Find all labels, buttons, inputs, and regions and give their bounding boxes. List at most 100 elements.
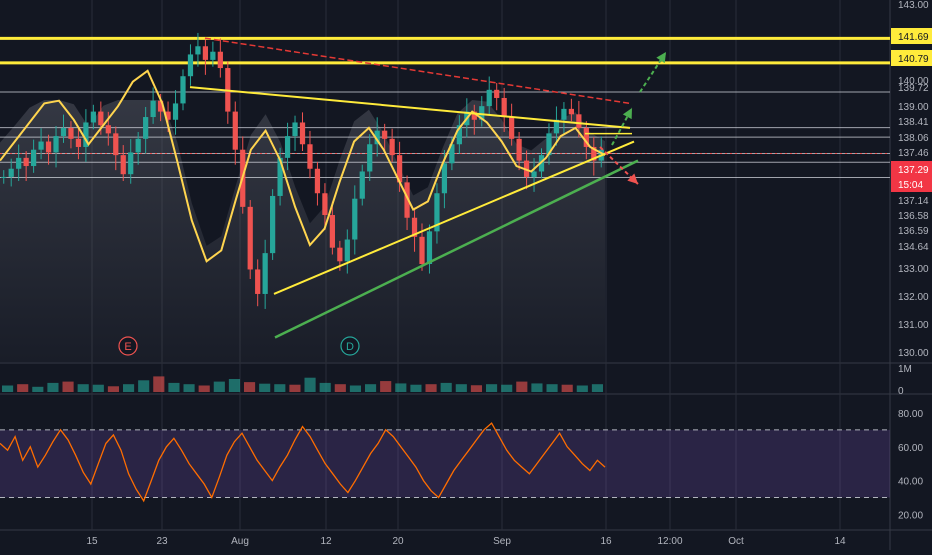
price-label-badge	[891, 28, 932, 44]
volume-bar	[32, 386, 44, 392]
rsi-pane	[0, 422, 890, 503]
volume-axis-label: 0	[898, 386, 904, 397]
time-axis-label: Aug	[231, 536, 249, 547]
time-axis-label: 15	[86, 536, 98, 547]
candle-body	[90, 111, 96, 123]
candle-body	[494, 89, 500, 98]
arrow-up-large-shaft	[639, 51, 667, 93]
candle-body	[292, 122, 298, 137]
candle-body	[307, 144, 313, 169]
trendline-channel-top	[189, 86, 631, 129]
price-axis-label: 138.06	[898, 133, 929, 144]
candlesticks	[1, 32, 604, 309]
candle-body	[16, 157, 22, 169]
candle-body	[217, 51, 223, 69]
volume-bar	[107, 386, 119, 392]
candle-body	[359, 171, 365, 199]
volume-bar	[198, 385, 210, 392]
dividend-marker-circle	[340, 336, 360, 356]
price-axis-label: 137.14	[898, 196, 929, 207]
rsi-axis-label: 80.00	[898, 409, 923, 420]
volume-bar	[168, 382, 180, 392]
volume-bar	[304, 377, 316, 392]
candle-body	[8, 168, 14, 177]
volume-bar	[334, 384, 346, 392]
volume-bar	[153, 376, 165, 392]
volume-bar	[244, 382, 256, 392]
volume-bar	[349, 385, 361, 392]
time-axis-label: 16	[600, 536, 612, 547]
moving-average	[0, 69, 606, 263]
volume-bar	[546, 384, 558, 392]
price-axis-label: 137.46	[898, 148, 929, 159]
candle-body	[270, 195, 276, 254]
volume-bar	[274, 384, 286, 392]
candle-body	[180, 76, 186, 104]
candle-body	[583, 127, 589, 147]
volume-bar	[2, 385, 14, 392]
rsi-axis-label: 40.00	[898, 477, 923, 488]
time-axis-label: 12	[320, 536, 332, 547]
volume-bar	[319, 382, 331, 392]
price-label-badge	[891, 176, 932, 192]
candle-body	[60, 127, 67, 137]
candle-body	[479, 106, 485, 120]
price-axis-label: 130.00	[898, 348, 929, 359]
volume-bar	[62, 381, 74, 392]
volume-bar	[17, 384, 29, 392]
candle-body	[135, 138, 141, 153]
price-axis-label: 134.64	[898, 242, 929, 253]
candle-body	[150, 100, 156, 118]
candle-body	[449, 144, 455, 164]
volume-bar	[561, 384, 573, 392]
candle-body	[471, 111, 477, 120]
candle-body	[83, 122, 89, 147]
candle-body	[120, 155, 126, 175]
price-axis-label: 137.29	[898, 165, 929, 176]
price-axis-label: 15:04	[898, 180, 923, 191]
price-axis-label: 143.00	[898, 0, 929, 11]
candle-body	[591, 146, 597, 161]
volume-bar	[516, 381, 528, 392]
candle-body	[501, 97, 507, 118]
candle-body	[38, 141, 44, 150]
arrow-down-head	[627, 173, 638, 184]
candle-body	[23, 157, 29, 167]
price-axis-label: 140.00	[898, 76, 929, 87]
volume-bar	[531, 383, 543, 392]
time-axis-label: Sep	[493, 536, 511, 547]
volume-bar	[228, 379, 240, 392]
candle-body	[75, 138, 82, 147]
price-label-badge	[891, 50, 932, 66]
volume-bar	[576, 385, 588, 392]
price-axis-label: 133.00	[898, 264, 929, 275]
arrow-up-small-head	[622, 108, 632, 120]
candle-body	[284, 136, 291, 158]
candle-body	[172, 103, 179, 120]
price-axis-label: 131.00	[898, 320, 929, 331]
candle-body	[337, 247, 343, 262]
earnings-marker-circle	[118, 336, 138, 356]
volume-bar	[138, 380, 150, 392]
volume-bar	[92, 384, 104, 392]
volume-bar	[470, 385, 482, 392]
arrow-up-large-head	[656, 52, 666, 64]
candle-body	[68, 127, 74, 139]
volume-bar	[77, 384, 89, 392]
candle-body	[105, 125, 111, 134]
price-axis-label: 139.00	[898, 102, 929, 113]
candle-body	[210, 51, 216, 60]
volume-bar	[123, 384, 135, 392]
candle-body	[576, 114, 582, 128]
candle-body	[516, 138, 522, 161]
price-axis-label: 136.59	[898, 226, 929, 237]
volume-bar	[440, 382, 452, 392]
time-axis-label: 20	[392, 536, 404, 547]
trendline-support	[274, 159, 639, 339]
time-axis-label: Oct	[728, 536, 744, 547]
candle-body	[128, 152, 134, 175]
